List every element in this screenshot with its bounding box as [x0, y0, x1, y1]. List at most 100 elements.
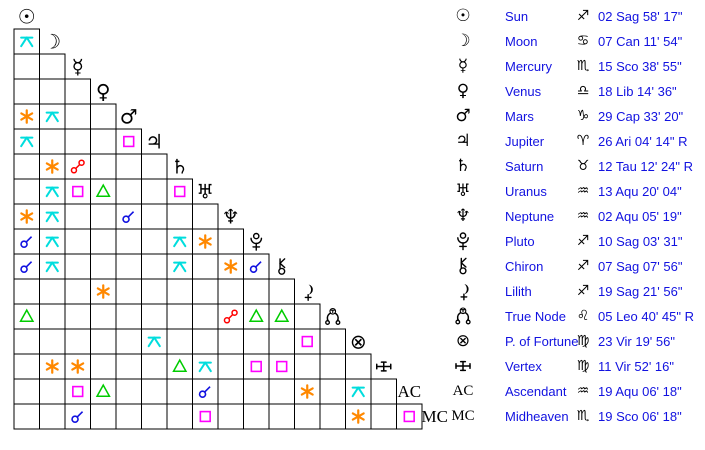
neptune-icon: ♆	[222, 205, 240, 229]
lilith-icon	[450, 279, 476, 304]
aspect-cell-mc-sun	[13, 403, 40, 430]
aspect-cell-fortune-saturn	[166, 328, 193, 355]
sagittarius-icon: ♐	[576, 8, 590, 24]
planet-position: 15 Sco 38' 55"	[598, 59, 682, 74]
aspect-cell-neptune-venus	[90, 203, 117, 230]
aspect-cell-uranus-saturn	[166, 178, 193, 205]
sun-icon: ☉	[18, 5, 36, 29]
aspect-cell-vertex-chiron	[268, 353, 295, 380]
sextile-aspect-icon	[45, 359, 59, 374]
moon-icon: ☽	[455, 31, 471, 51]
cancer-icon: ♋	[576, 33, 590, 49]
sextile-aspect-icon	[351, 409, 365, 424]
aspect-cell-fortune-moon	[39, 328, 66, 355]
planet-name: Uranus	[505, 184, 547, 199]
aspect-cell-lilith-mars	[115, 278, 142, 305]
aspect-cell-lilith-neptune	[217, 278, 244, 305]
aspect-cell-jupiter-mercury	[64, 128, 91, 155]
jupiter-icon: ♃	[145, 130, 163, 154]
position-row-truenode: True Node ♌ 05 Leo 40' 45" R	[448, 304, 705, 329]
aspect-cell-chiron-sun	[13, 253, 40, 280]
quincunx-aspect-icon	[45, 236, 59, 248]
libra-icon: ♎	[576, 83, 590, 99]
sun-icon: ☉	[455, 6, 471, 26]
aspect-cell-mercury-moon	[39, 53, 66, 80]
planet-name: Mercury	[505, 59, 552, 74]
aspect-cell-fortune-mercury	[64, 328, 91, 355]
part-of-fortune-icon: ⊗	[350, 330, 367, 354]
aspect-cell-fortune-lilith	[294, 328, 321, 355]
planet-position: 10 Sag 03' 31"	[598, 234, 683, 249]
aspect-cell-fortune-jupiter	[141, 328, 168, 355]
planet-position: 23 Vir 19' 56"	[598, 334, 675, 349]
planet-position: 11 Vir 52' 16"	[598, 359, 675, 374]
square-aspect-icon	[403, 410, 415, 423]
planet-position: 26 Ari 04' 14" R	[598, 134, 688, 149]
aspect-cell-ac-chiron	[268, 378, 295, 405]
aspect-cell-jupiter-mars	[115, 128, 142, 155]
aspect-cell-mc-truenode	[319, 403, 346, 430]
pluto-icon	[450, 229, 476, 254]
part-of-fortune-icon: ⊗	[455, 331, 471, 351]
aspect-cell-pluto-neptune	[217, 228, 244, 255]
aspect-cell-truenode-chiron	[268, 303, 295, 330]
aspect-cell-fortune-mars	[115, 328, 142, 355]
planet-position: 05 Leo 40' 45" R	[598, 309, 695, 324]
aspect-cell-chiron-jupiter	[141, 253, 168, 280]
conjunction-aspect-icon	[249, 261, 262, 274]
venus-icon: ♀	[96, 80, 111, 104]
planet-name: Pluto	[505, 234, 535, 249]
square-aspect-icon	[72, 185, 84, 198]
aspect-cell-moon-sun	[13, 28, 40, 55]
aspect-cell-pluto-mars	[115, 228, 142, 255]
aspect-cell-saturn-venus	[90, 153, 117, 180]
position-row-mercury: ☿ Mercury ♏ 15 Sco 38' 55"	[448, 54, 705, 79]
planet-position: 18 Lib 14' 36"	[598, 84, 677, 99]
planet-position: 19 Sco 06' 18"	[598, 409, 682, 424]
aspect-cell-truenode-pluto	[243, 303, 270, 330]
planet-position: 19 Sag 21' 56"	[598, 284, 683, 299]
aspect-cell-mc-jupiter	[141, 403, 168, 430]
aspect-cell-neptune-saturn	[166, 203, 193, 230]
sextile-aspect-icon	[96, 284, 110, 299]
planet-name: Venus	[505, 84, 542, 99]
aspect-cell-neptune-mercury	[64, 203, 91, 230]
aspect-cell-lilith-uranus	[192, 278, 219, 305]
trine-aspect-icon	[95, 383, 111, 398]
sextile-aspect-icon	[71, 359, 85, 374]
quincunx-aspect-icon	[45, 111, 59, 123]
aspect-cell-jupiter-sun	[13, 128, 40, 155]
aspect-cell-uranus-mercury	[64, 178, 91, 205]
planet-name: Jupiter	[505, 134, 545, 149]
trine-aspect-icon	[95, 183, 111, 198]
opposition-aspect-icon	[70, 159, 85, 174]
position-row-uranus: ♅ Uranus ♒ 13 Aqu 20' 04"	[448, 179, 705, 204]
uranus-icon: ♅	[196, 180, 214, 204]
aspect-cell-venus-moon	[39, 78, 66, 105]
position-row-neptune: ♆ Neptune ♒ 02 Aqu 05' 19"	[448, 204, 705, 229]
square-aspect-icon	[199, 410, 211, 423]
planet-name: Vertex	[505, 359, 542, 374]
moon-icon: ☽	[43, 30, 61, 54]
aspect-cell-vertex-jupiter	[141, 353, 168, 380]
quincunx-aspect-icon	[173, 236, 187, 248]
ascendant-icon: AC	[452, 383, 474, 399]
planet-position: 07 Sag 07' 56"	[598, 259, 683, 274]
aspect-cell-mc-mars	[115, 403, 142, 430]
mercury-icon: ☿	[457, 56, 469, 76]
aspect-cell-fortune-pluto	[243, 328, 270, 355]
aspect-cell-pluto-moon	[39, 228, 66, 255]
vertex-icon	[376, 361, 392, 372]
aspect-cell-chiron-saturn	[166, 253, 193, 280]
planet-name: Midheaven	[505, 409, 569, 424]
aspect-cell-saturn-sun	[13, 153, 40, 180]
aspect-cell-neptune-jupiter	[141, 203, 168, 230]
sagittarius-icon: ♐	[576, 258, 590, 274]
square-aspect-icon	[123, 135, 135, 148]
aspect-cell-vertex-sun	[13, 353, 40, 380]
sagittarius-icon: ♐	[576, 283, 590, 299]
square-aspect-icon	[174, 185, 186, 198]
vertex-icon	[450, 354, 476, 379]
aspect-cell-vertex-truenode	[319, 353, 346, 380]
aspect-cell-vertex-mercury	[64, 353, 91, 380]
